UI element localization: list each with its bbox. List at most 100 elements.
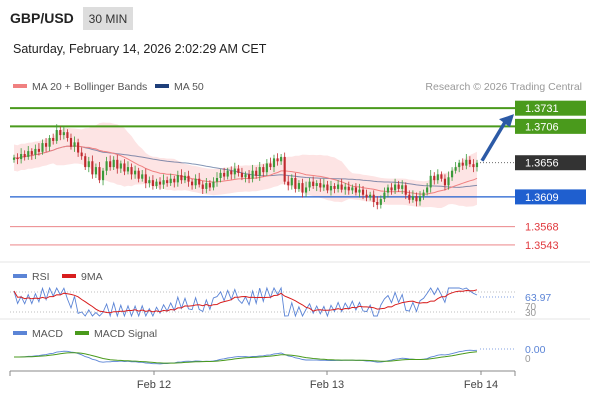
candle-body — [301, 183, 304, 193]
candle-body — [173, 178, 176, 183]
candle-body — [151, 180, 154, 186]
ma50-legend-label: MA 50 — [174, 81, 204, 93]
candle-body — [322, 184, 325, 188]
candle-body — [468, 159, 471, 165]
candle-body — [394, 184, 397, 191]
candle-body — [87, 161, 90, 168]
candle-body — [233, 168, 236, 175]
candle-body — [69, 138, 73, 147]
timeframe-badge[interactable]: 30 MIN — [89, 12, 128, 26]
candle-body — [94, 167, 97, 175]
candlesticks — [12, 124, 479, 210]
resistance-label-bg-0 — [515, 100, 586, 116]
macd-signal-legend-swatch — [75, 331, 89, 335]
candle-body — [240, 172, 244, 178]
rsi-30-tick: 30 — [525, 308, 537, 319]
support-label-bg-3 — [515, 189, 586, 205]
candle-body — [101, 170, 105, 181]
candle-body — [12, 157, 16, 160]
candle-body — [187, 175, 190, 182]
candle-body — [41, 143, 44, 152]
ma20-legend-label: MA 20 + Bollinger Bands — [32, 81, 147, 93]
candle-body — [176, 175, 179, 183]
candle-body — [372, 194, 375, 202]
ma20-legend-swatch — [13, 84, 27, 88]
candle-body — [379, 199, 382, 205]
candle-body — [272, 158, 276, 168]
candle-body — [436, 174, 439, 181]
candle-body — [205, 183, 208, 189]
candle-body — [408, 194, 411, 200]
last-price-label: 1.3656 — [525, 158, 559, 170]
candle-body — [283, 156, 286, 182]
candle-body — [73, 142, 76, 147]
candle-body — [404, 185, 407, 195]
candle-body — [219, 172, 222, 178]
candle-body — [262, 167, 265, 173]
candle-body — [134, 170, 137, 175]
candle-body — [304, 187, 308, 193]
macd-line — [13, 349, 478, 365]
candle-body — [251, 170, 254, 179]
symbol-title: GBP/USD — [10, 10, 74, 26]
candle-body — [52, 138, 55, 141]
rsi-lines — [13, 286, 478, 318]
candle-body — [48, 138, 51, 147]
candle-body — [347, 186, 350, 191]
macd-legend-label: MACD — [32, 328, 63, 340]
candle-body — [20, 154, 23, 160]
candle-body — [230, 170, 233, 175]
candle-body — [361, 189, 365, 195]
candle-body — [329, 186, 333, 191]
candle-body — [433, 175, 436, 181]
candle-body — [465, 159, 468, 166]
candle-body — [287, 181, 290, 186]
candle-body — [123, 163, 126, 172]
candle-body — [458, 162, 461, 168]
candle-body — [105, 161, 108, 171]
candle-body — [119, 163, 122, 169]
candle-body — [440, 174, 443, 179]
candle-body — [344, 186, 347, 190]
candle-body — [44, 143, 48, 147]
candle-body — [333, 186, 336, 189]
candle-body — [451, 170, 454, 178]
candle-body — [376, 202, 379, 205]
forecast-arrow — [480, 114, 514, 162]
forecast-arrow-shaft — [480, 121, 507, 162]
candle-body — [308, 181, 311, 188]
candle-body — [315, 183, 318, 186]
x-tick-label-feb13: Feb 13 — [310, 379, 344, 391]
last-price-label-bg — [515, 155, 586, 171]
candle-body — [390, 187, 393, 191]
pivot-label-5: 1.3543 — [525, 240, 559, 252]
macd-last-value: 0.00 — [525, 344, 546, 356]
macd-signal-line — [14, 351, 478, 364]
pivot-label-4: 1.3568 — [525, 222, 559, 234]
forecast-arrow-head — [499, 114, 514, 128]
candle-body — [354, 187, 357, 193]
candle-body — [215, 178, 219, 182]
candle-body — [77, 142, 80, 153]
candle-body — [116, 159, 119, 169]
candle-body — [66, 132, 69, 138]
candle-body — [244, 174, 247, 178]
candle-body — [397, 184, 400, 189]
candle-body — [126, 167, 130, 172]
candle-body — [194, 178, 197, 186]
macd-zero-tick: 0 — [525, 354, 531, 365]
candle-body — [386, 187, 390, 193]
candle-body — [265, 163, 268, 173]
candle-body — [426, 187, 429, 193]
candle-body — [411, 196, 414, 200]
candle-body — [247, 174, 251, 179]
candle-body — [472, 164, 475, 168]
candle-body — [130, 167, 133, 175]
candle-body — [475, 162, 479, 168]
candle-body — [16, 157, 19, 160]
candle-body — [351, 187, 354, 191]
timeframe-badge-bg[interactable] — [83, 7, 133, 30]
candle-body — [237, 168, 240, 173]
candle-body — [37, 148, 40, 152]
candle-body — [401, 185, 404, 189]
